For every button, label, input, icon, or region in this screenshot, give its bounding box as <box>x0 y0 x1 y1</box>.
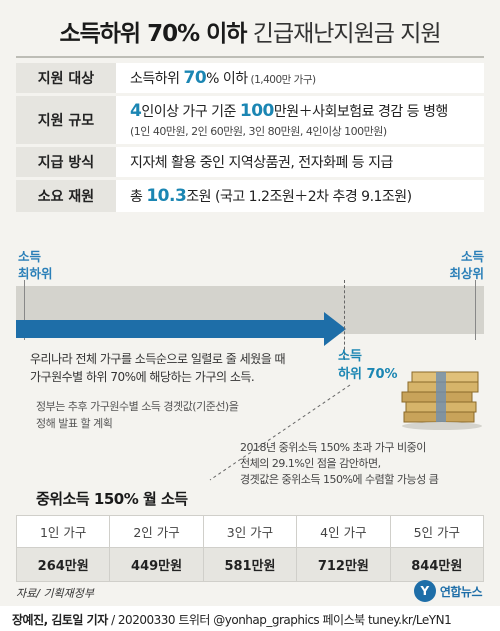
info-highlight: 4 <box>130 101 142 121</box>
info-text: 총 <box>130 189 147 205</box>
axis-right-line1: 소득 <box>460 249 484 264</box>
table-header-cell: 2인 가구 <box>109 515 204 548</box>
info-highlight: 70 <box>183 68 207 88</box>
axis-left-line1: 소득 <box>18 249 42 264</box>
info-sub: (1인 40만원, 2인 60만원, 3인 80만원, 4인이상 100만원) <box>130 125 387 138</box>
table-value-row: 264만원 449만원 581만원 712만원 844만원 <box>15 547 485 582</box>
note-connector <box>209 384 351 481</box>
note-text: 2018년 중위소득 150% 초과 가구 비중이 전체의 29.1%인 점을 … <box>240 440 439 488</box>
axis-left-line2: 최하위 <box>18 266 53 281</box>
table-value-cell: 844만원 <box>389 547 485 582</box>
info-label: 지급 방식 <box>16 147 116 177</box>
info-text: (국고 1.2조원＋2차 추경 9.1조원) <box>211 189 412 205</box>
table-header-cell: 4인 가구 <box>296 515 391 548</box>
bar-tick-right <box>475 280 476 340</box>
info-label: 지원 규모 <box>16 96 116 144</box>
description-plan: 정부는 추후 가구원수별 소득 경곗값(기준선)을 정해 발표 할 계획 <box>36 398 239 432</box>
info-value: 총 10.3조원 (국고 1.2조원＋2차 추경 9.1조원) <box>116 180 484 212</box>
info-value: 소득하위 70% 이하 (1,400만 가구) <box>116 63 484 93</box>
median-label: 소득 하위 70% <box>338 348 398 384</box>
axis-left-label: 소득 최하위 <box>18 248 53 282</box>
info-row-budget: 소요 재원 총 10.3조원 (국고 1.2조원＋2차 추경 9.1조원) <box>16 180 484 212</box>
table-value-cell: 264만원 <box>15 547 111 582</box>
info-text: 지자체 활용 중인 지역상품권, 전자화폐 등 지급 <box>130 155 393 171</box>
description-plan-line1: 정부는 추후 가구원수별 소득 경곗값(기준선)을 <box>36 400 239 413</box>
title-bold: 소득하위 70% 이하 <box>59 21 247 47</box>
info-highlight: 10.3 <box>146 186 187 206</box>
info-text: % 이하 <box>206 71 248 87</box>
description-plan-line2: 정해 발표 할 계획 <box>36 417 113 430</box>
source-text: 자료/ 기획재정부 <box>16 587 95 600</box>
table-value-cell: 712만원 <box>296 547 391 582</box>
page-title: 소득하위 70% 이하 긴급재난지원금 지원 <box>0 14 500 48</box>
table-header-cell: 3인 가구 <box>202 515 298 548</box>
axis-right-label: 소득 최상위 <box>440 248 484 282</box>
arrow-body <box>16 320 326 338</box>
yonhap-logo-text: 연합뉴스 <box>439 584 483 599</box>
credit-bar <box>0 606 500 631</box>
credit-text: 장예진, 김토일 기자 / 20200330 트위터 @yonhap_graph… <box>12 611 452 628</box>
credit-rest: / 20200330 트위터 @yonhap_graphics 페이스북 tun… <box>107 613 452 627</box>
info-row-method: 지급 방식 지자체 활용 중인 지역상품권, 전자화폐 등 지급 <box>16 147 484 177</box>
info-text: 조원 <box>186 189 212 205</box>
title-divider <box>16 56 484 58</box>
axis-right-line2: 최상위 <box>449 266 484 281</box>
credit-name: 장예진, 김토일 기자 <box>12 613 108 627</box>
median-line <box>344 280 345 360</box>
money-stack-icon <box>398 362 488 432</box>
median-label-line1: 소득 <box>338 349 362 364</box>
note-line3: 경곗값은 중위소득 150%에 수렴할 가능성 큼 <box>240 473 439 486</box>
section-title: 중위소득 150% 월 소득 <box>36 490 188 508</box>
info-highlight: 100 <box>239 101 275 121</box>
note-line2: 전체의 29.1%인 점을 감안하면, <box>240 457 381 470</box>
note-line1: 2018년 중위소득 150% 초과 가구 비중이 <box>240 441 426 454</box>
yonhap-logo-icon: Y <box>413 580 436 602</box>
median-label-line2: 하위 70% <box>338 367 398 382</box>
table-header-row: 1인 가구 2인 가구 3인 가구 4인 가구 5인 가구 <box>15 515 485 548</box>
table-value-cell: 581만원 <box>202 547 298 582</box>
arrow-head <box>324 312 346 346</box>
info-label: 지원 대상 <box>16 63 116 93</box>
table-header-cell: 5인 가구 <box>389 515 485 548</box>
info-text: 만원＋사회보험료 경감 등 병행 <box>273 104 448 120</box>
info-text: 소득하위 <box>130 71 184 87</box>
info-small: (1,400만 가구) <box>247 74 317 86</box>
description: 우리나라 전체 가구를 소득순으로 일렬로 줄 세웠을 때 가구원수별 하위 7… <box>30 350 286 386</box>
info-text: 인이상 가구 기준 <box>141 104 240 120</box>
info-row-target: 지원 대상 소득하위 70% 이하 (1,400만 가구) <box>16 63 484 93</box>
income-table: 1인 가구 2인 가구 3인 가구 4인 가구 5인 가구 264만원 449만… <box>15 515 485 582</box>
yonhap-logo: Y 연합뉴스 <box>413 580 483 602</box>
title-light: 긴급재난지원금 지원 <box>252 21 442 47</box>
info-value: 지자체 활용 중인 지역상품권, 전자화폐 등 지급 <box>116 147 484 177</box>
info-value: 4인이상 가구 기준 100만원＋사회보험료 경감 등 병행 (1인 40만원,… <box>116 96 484 144</box>
table-header-cell: 1인 가구 <box>15 515 111 548</box>
bar-tick-left <box>24 280 25 340</box>
info-label: 소요 재원 <box>16 180 116 212</box>
info-row-scale: 지원 규모 4인이상 가구 기준 100만원＋사회보험료 경감 등 병행 (1인… <box>16 96 484 144</box>
description-line1: 우리나라 전체 가구를 소득순으로 일렬로 줄 세웠을 때 <box>30 352 286 366</box>
table-value-cell: 449만원 <box>109 547 204 582</box>
description-line2: 가구원수별 하위 70%에 해당하는 가구의 소득. <box>30 370 255 384</box>
